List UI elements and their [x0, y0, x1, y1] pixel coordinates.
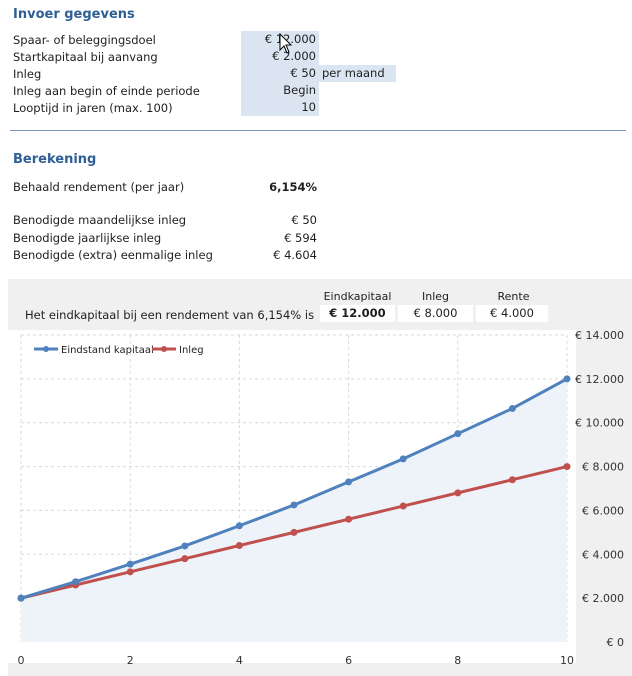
data-point	[563, 463, 571, 471]
data-point	[454, 430, 462, 438]
data-point	[508, 404, 516, 412]
achieved-return-value: 6,154%	[269, 180, 317, 194]
legend-label: Eindstand kapitaal	[61, 345, 154, 356]
data-point	[235, 522, 243, 530]
total-deposit-value: € 8.000	[398, 305, 473, 322]
header-interest: Rente	[497, 290, 530, 303]
data-point	[345, 515, 353, 523]
x-tick-label: 10	[560, 654, 574, 667]
y-tick-label: € 10.000	[575, 417, 624, 430]
y-tick-label: € 8.000	[582, 461, 624, 474]
end-capital-value: € 12.000	[320, 305, 395, 322]
header-end-capital: Eindkapitaal	[323, 290, 392, 303]
header-deposit: Inleg	[421, 290, 450, 303]
legend-marker	[43, 346, 49, 352]
deposit-timing-input[interactable]: Begin	[241, 82, 319, 99]
y-tick-label: € 12.000	[575, 373, 624, 386]
label-monthly-deposit: Benodigde maandelijkse inleg	[13, 213, 187, 227]
duration-input[interactable]: 10	[241, 99, 319, 116]
label-start-capital: Startkapitaal bij aanvang	[13, 50, 158, 64]
data-point	[181, 542, 189, 550]
y-tick-label: € 0	[607, 636, 625, 649]
label-achieved-return: Behaald rendement (per jaar)	[13, 180, 185, 194]
label-lump-sum: Benodigde (extra) eenmalige inleg	[13, 248, 213, 262]
legend-marker	[161, 346, 167, 352]
mouse-cursor-icon	[279, 33, 293, 54]
y-tick-label: € 4.000	[582, 548, 624, 561]
calc-section-title: Berekening	[13, 152, 97, 167]
data-point	[235, 542, 243, 550]
data-point	[454, 489, 462, 497]
data-point	[290, 501, 298, 509]
x-tick-label: 0	[18, 654, 25, 667]
data-point	[399, 502, 407, 510]
monthly-deposit-value: € 50	[291, 213, 317, 227]
data-point	[508, 476, 516, 484]
data-point	[181, 555, 189, 563]
deposit-input[interactable]: € 50	[241, 65, 319, 82]
data-point	[345, 478, 353, 486]
x-tick-label: 2	[127, 654, 134, 667]
data-point	[17, 594, 25, 602]
label-savings-goal: Spaar- of beleggingsdoel	[13, 33, 156, 47]
input-section-title: Invoer gegevens	[13, 7, 135, 22]
y-tick-label: € 2.000	[582, 592, 624, 605]
y-tick-label: € 6.000	[582, 504, 624, 517]
interest-value: € 4.000	[476, 305, 548, 322]
label-duration: Looptijd in jaren (max. 100)	[13, 101, 173, 115]
section-divider	[10, 130, 626, 131]
data-point	[563, 375, 571, 383]
y-tick-label: € 14.000	[575, 329, 624, 342]
label-yearly-deposit: Benodigde jaarlijkse inleg	[13, 231, 162, 245]
x-tick-label: 6	[345, 654, 352, 667]
start-capital-input[interactable]: € 2.000	[241, 48, 319, 65]
data-point	[290, 528, 298, 536]
data-point	[72, 578, 80, 586]
legend-label: Inleg	[179, 345, 204, 356]
capital-area-fill	[21, 378, 567, 642]
data-point	[126, 560, 134, 568]
data-point	[399, 455, 407, 463]
x-tick-label: 4	[236, 654, 243, 667]
deposit-period-select[interactable]: per maand	[319, 65, 396, 82]
label-deposit-timing: Inleg aan begin of einde periode	[13, 84, 200, 98]
summary-text: Het eindkapitaal bij een rendement van 6…	[25, 308, 315, 322]
lump-sum-value: € 4.604	[273, 248, 317, 262]
x-tick-label: 8	[454, 654, 461, 667]
yearly-deposit-value: € 594	[284, 231, 317, 245]
data-point	[126, 568, 134, 576]
label-deposit: Inleg	[13, 67, 42, 81]
